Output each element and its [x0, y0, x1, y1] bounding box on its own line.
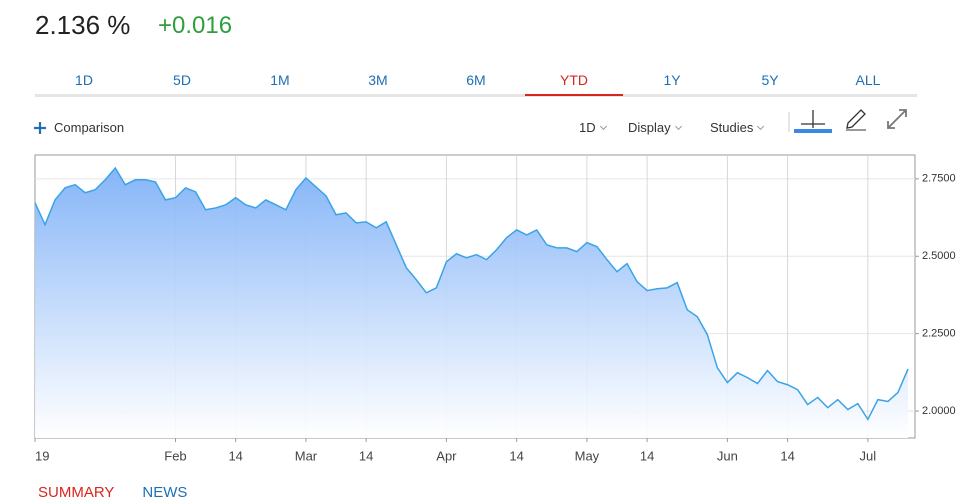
price: 2.136 % [35, 10, 131, 40]
price-change: +0.016 [158, 12, 233, 39]
area-fill [35, 168, 908, 438]
range-tabs: 1D 5D 1M 3M 6M YTD 1Y 5Y ALL [35, 70, 917, 97]
interval-menu[interactable]: 1D [579, 120, 607, 135]
x-tick-label: 14 [359, 448, 373, 463]
crosshair-tool[interactable] [794, 110, 832, 133]
range-tab[interactable]: 1M [270, 72, 290, 88]
range-tab[interactable]: 1Y [663, 72, 681, 88]
x-tick-label: 14 [640, 448, 654, 463]
range-tab[interactable]: 3M [368, 72, 388, 88]
range-tab[interactable]: 6M [466, 72, 486, 88]
footer-tab[interactable]: SUMMARY [38, 484, 115, 501]
y-tick-label: 2.2500 [922, 328, 956, 340]
toolbar: Comparison 1D Display Studies [0, 104, 972, 144]
x-tick-label: 14 [509, 448, 523, 463]
y-tick-label: 2.0000 [922, 405, 956, 417]
x-tick-label: 14 [228, 448, 242, 463]
x-tick-label: 19 [35, 448, 49, 463]
drawing-tools [788, 109, 907, 133]
x-tick-label: Apr [436, 448, 457, 463]
x-tick-label: Jul [860, 448, 877, 463]
footer-tab[interactable]: NEWS [142, 484, 188, 501]
range-tab[interactable]: YTD [525, 72, 623, 96]
x-tick-label: 14 [780, 448, 794, 463]
display-menu[interactable]: Display [628, 120, 682, 135]
x-tick-label: May [575, 448, 600, 463]
studies-label: Studies [710, 120, 754, 135]
expand-tool[interactable] [887, 109, 907, 129]
range-tab[interactable]: 1D [75, 72, 93, 88]
footer-tabs: SUMMARY NEWS [38, 484, 215, 501]
interval-label: 1D [579, 120, 596, 135]
range-tab[interactable]: 5D [173, 72, 191, 88]
display-label: Display [628, 120, 671, 135]
plus-icon[interactable] [33, 121, 47, 135]
x-tick-label: Feb [164, 448, 186, 463]
x-tick-label: Jun [717, 448, 738, 463]
studies-menu[interactable]: Studies [710, 120, 765, 135]
y-tick-label: 2.5000 [922, 250, 956, 262]
x-tick-label: Mar [295, 448, 318, 463]
y-tick-label: 2.7500 [922, 173, 956, 185]
price-line [34, 166, 909, 421]
comparison-button[interactable]: Comparison [54, 120, 125, 135]
range-tab[interactable]: ALL [855, 72, 881, 88]
range-tab[interactable]: 5Y [761, 72, 779, 88]
pencil-tool[interactable] [846, 109, 866, 131]
